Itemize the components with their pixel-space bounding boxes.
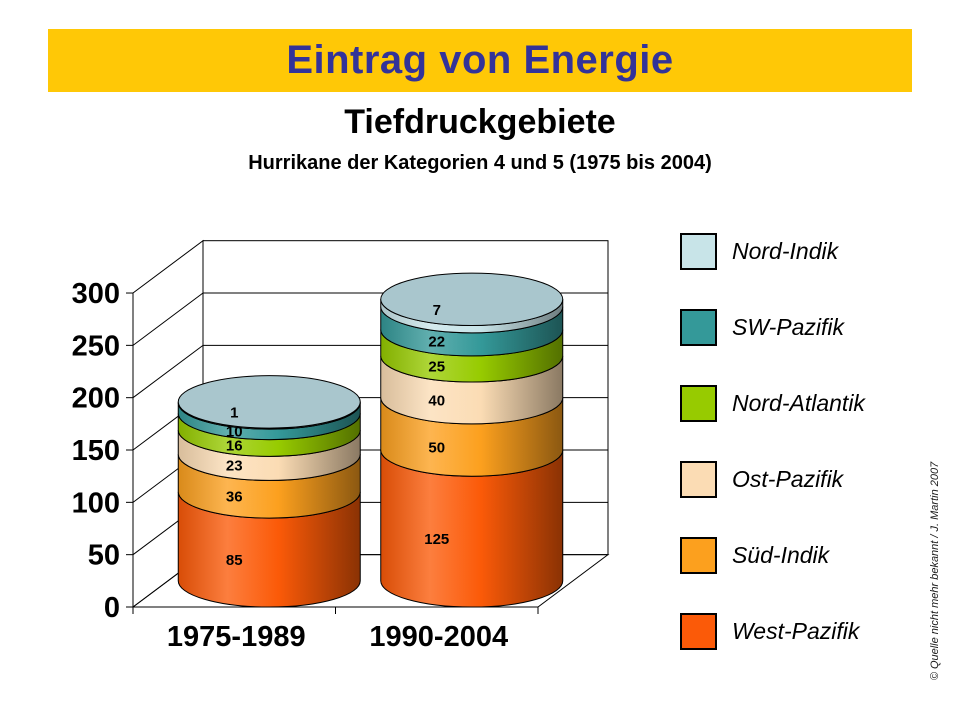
data-label: 25 [428,358,445,375]
legend-label: Nord-Indik [732,238,839,264]
data-label: 23 [226,458,243,475]
legend-swatch [680,613,717,650]
data-label: 50 [428,439,445,456]
bar-1990-2004: 125 50 40 25 22 7 1990-2004 [369,272,564,653]
y-axis-label: 100 [72,487,120,519]
cylinder-top-face [380,272,564,326]
x-axis-label: 1990-2004 [369,621,508,653]
y-axis-label: 0 [104,592,120,624]
legend-item-Süd-Indik: Süd-Indik [680,537,920,574]
legend-label: SW-Pazifik [732,314,845,340]
legend-label: West-Pazifik [732,618,860,644]
legend-label: Süd-Indik [732,542,830,568]
copyright-note: © Quelle nicht mehr bekannt / J. Martin … [929,461,941,681]
y-axis-label: 50 [88,540,120,572]
data-label: 40 [428,392,445,409]
data-label: 36 [226,489,243,506]
data-label: 16 [226,437,243,454]
legend-label: Nord-Atlantik [732,390,865,416]
data-label: 1 [230,404,238,421]
legend-swatch [680,309,717,346]
legend-swatch [680,385,717,422]
page-title: Eintrag von Energie [286,38,674,82]
legend-item-Ost-Pazifik: Ost-Pazifik [680,461,920,498]
y-axis-label: 300 [72,278,120,310]
data-label: 22 [428,334,445,351]
chart-sub-subtitle: Hurrikane der Kategorien 4 und 5 (1975 b… [248,152,712,174]
legend-item-Nord-Indik: Nord-Indik [680,233,920,270]
legend-label: Ost-Pazifik [732,466,844,492]
legend-swatch [680,461,717,498]
y-axis-label: 150 [72,435,120,467]
x-axis-label: 1975-1989 [167,621,306,653]
title-banner: Eintrag von Energie [48,29,912,92]
y-axis-label: 250 [72,330,120,362]
data-label: 125 [424,531,449,548]
data-label: 7 [433,302,441,319]
legend-item-Nord-Atlantik: Nord-Atlantik [680,385,920,422]
data-label: 10 [226,424,243,441]
y-axis-label: 200 [72,383,120,415]
chart-subtitle: Tiefdruckgebiete [344,103,616,141]
cylinder-top-face [177,375,361,429]
legend-item-West-Pazifik: West-Pazifik [680,613,920,650]
legend-item-SW-Pazifik: SW-Pazifik [680,309,920,346]
data-label: 85 [226,552,243,569]
legend-swatch [680,537,717,574]
legend-swatch [680,233,717,270]
chart-legend: Nord-Indik SW-Pazifik Nord-Atlantik Ost-Paz… [680,233,920,689]
